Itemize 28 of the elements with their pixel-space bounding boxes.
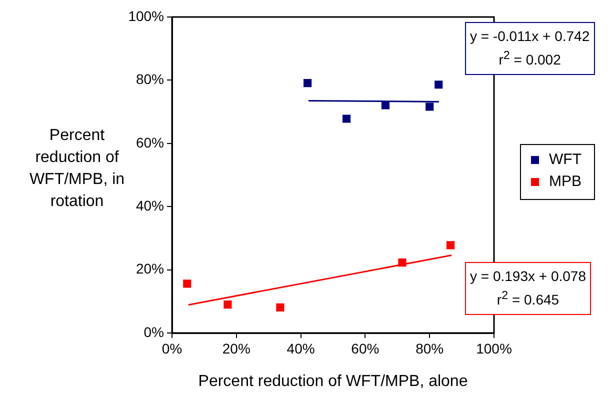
point	[342, 114, 351, 123]
y-tick-label: 60%	[136, 134, 164, 150]
point	[398, 258, 406, 267]
point	[183, 280, 192, 288]
legend-label: MPB	[549, 173, 582, 190]
point	[426, 102, 434, 111]
y-axis-title: Percent reduction of WFT/MPB, in rotation	[28, 126, 126, 212]
y-tick-label: 40%	[136, 197, 164, 214]
point	[434, 80, 443, 89]
x-tick-label: 20%	[222, 340, 250, 356]
x-axis-title: Percent reduction of WFT/MPB, alone	[198, 372, 468, 390]
annotation: y = -0.011x + 0.742 r$^{2}$ = 0.002	[465, 22, 595, 75]
x-tick-label: 0%	[162, 340, 182, 356]
point	[446, 241, 455, 250]
y-tick-label: 20%	[136, 260, 164, 277]
x-tick-label: 60%	[351, 340, 380, 356]
y-tick-label: 100%	[128, 8, 164, 24]
point	[304, 79, 312, 88]
annotation: y = 0.193x + 0.078 r$^{2}$ = 0.645	[465, 262, 591, 315]
point	[276, 303, 284, 312]
x-tick-label: 100%	[476, 340, 512, 356]
y-tick-label: 80%	[136, 71, 164, 88]
x-tick-label: 40%	[286, 340, 315, 356]
point	[381, 101, 390, 110]
y-tick-label: 0%	[144, 324, 164, 340]
legend-label: WFT	[549, 151, 582, 168]
x-tick-label: 80%	[416, 340, 444, 356]
point	[224, 300, 232, 309]
